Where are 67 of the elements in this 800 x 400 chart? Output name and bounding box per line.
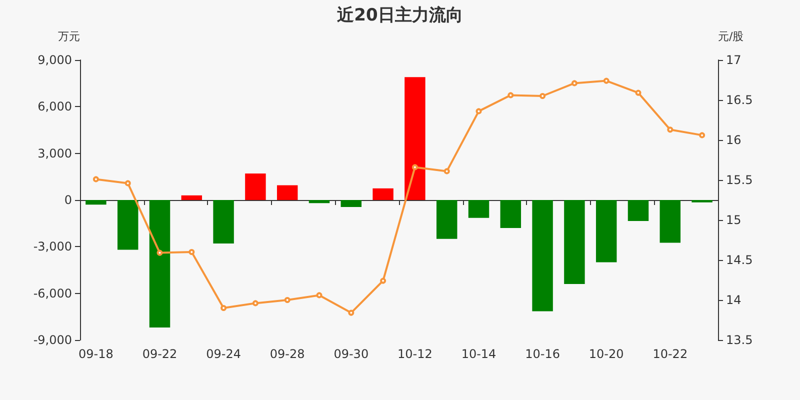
point [156, 250, 163, 256]
y-tick-label: 9,000 [38, 53, 72, 67]
point [252, 300, 258, 306]
point [284, 297, 290, 303]
bar [213, 200, 234, 244]
bar [468, 200, 490, 218]
y-tick-label: 0 [64, 193, 72, 207]
bar [117, 200, 138, 250]
point [220, 305, 227, 311]
bar [660, 200, 681, 243]
y-tick-label: -9,000 [33, 333, 72, 347]
y2-axis-title: 元/股 [718, 30, 744, 43]
point [348, 310, 354, 316]
bar [436, 200, 458, 239]
bar [149, 200, 170, 328]
point [92, 176, 99, 182]
bar [532, 200, 553, 312]
point [444, 168, 450, 174]
point [635, 90, 642, 96]
y2-tick-label: 16.5 [726, 93, 753, 107]
y-tick-label: -3,000 [33, 240, 72, 254]
y2-tick-label: 14 [726, 293, 742, 307]
y2-tick-label: 13.5 [726, 333, 753, 347]
y-tick-label: 6,000 [38, 100, 72, 114]
bar [308, 200, 330, 204]
y-tick-label: 3,000 [38, 146, 72, 160]
point [508, 92, 514, 98]
point [316, 292, 322, 298]
y2-tick-label: 14.5 [726, 253, 753, 267]
x-tick-label: 10-16 [525, 347, 560, 361]
point [476, 108, 482, 114]
chart-title: 近20日主力流向 [336, 6, 463, 26]
point [188, 249, 195, 255]
point [540, 93, 546, 99]
y2-tick-label: 16 [726, 133, 742, 147]
bar [340, 200, 362, 207]
y2-tick-label: 15 [726, 213, 742, 227]
point [699, 132, 706, 138]
bar [596, 200, 617, 262]
bar [500, 200, 522, 228]
x-tick-label: 10-22 [652, 347, 688, 361]
x-tick-label: 09-18 [78, 347, 114, 361]
point [603, 78, 610, 84]
bar [628, 200, 649, 221]
x-tick-label: 10-14 [461, 347, 496, 361]
point [380, 278, 386, 284]
x-tick-label: 09-30 [334, 347, 369, 361]
point [667, 126, 674, 133]
bar [245, 174, 266, 200]
point [124, 180, 131, 186]
x-tick-label: 10-20 [588, 347, 624, 361]
x-tick-label: 10-12 [398, 347, 432, 361]
bar [276, 185, 298, 200]
y-axis-title: 万元 [58, 30, 80, 43]
bar [86, 200, 106, 205]
y2-tick-label: 17 [726, 53, 742, 67]
x-tick-label: 09-24 [206, 347, 241, 361]
bar [181, 195, 202, 200]
y2-tick-label: 15.5 [726, 173, 753, 187]
x-tick-label: 09-28 [270, 347, 305, 361]
bar [404, 77, 426, 200]
bar [372, 188, 394, 200]
y-tick-label: -6,000 [33, 286, 72, 300]
point [412, 164, 418, 170]
point [571, 80, 578, 86]
bar [564, 200, 585, 284]
x-tick-label: 09-22 [142, 347, 178, 361]
